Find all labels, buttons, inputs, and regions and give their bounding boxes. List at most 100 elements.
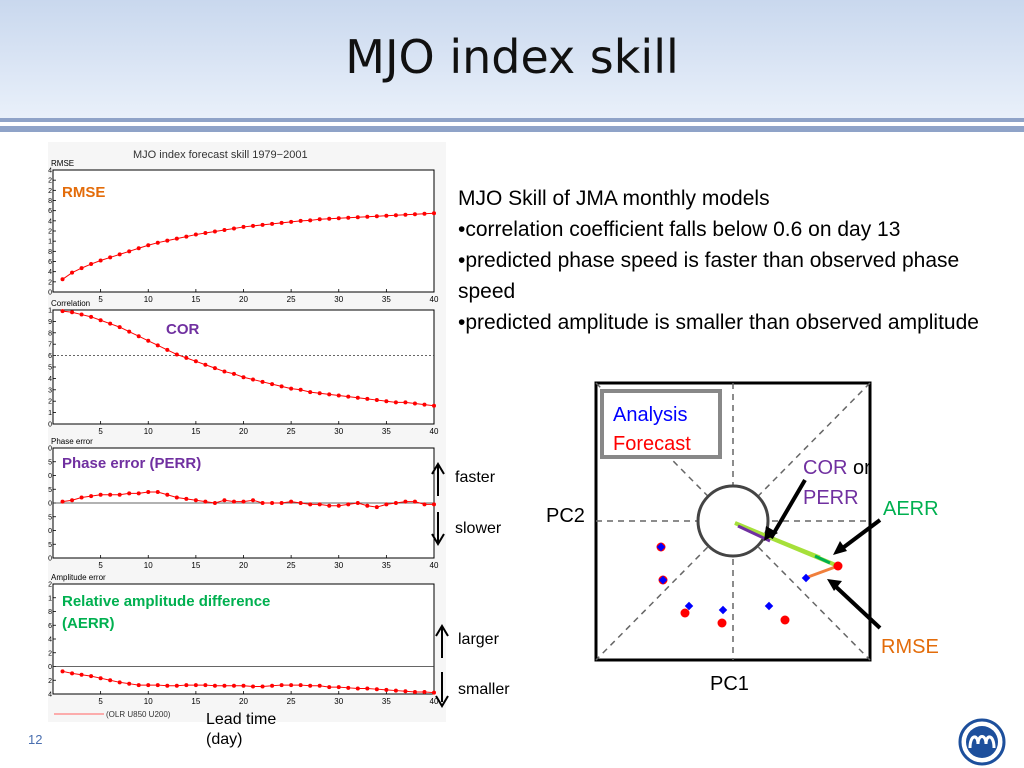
data-point bbox=[365, 686, 370, 691]
data-point bbox=[127, 681, 132, 686]
rmse-label: RMSE bbox=[881, 636, 939, 658]
data-point bbox=[184, 234, 189, 239]
data-point bbox=[298, 218, 303, 223]
data-point bbox=[79, 266, 84, 271]
data-point bbox=[165, 238, 170, 243]
analysis-point bbox=[684, 601, 694, 611]
y-tick-label: 0 bbox=[48, 290, 52, 297]
data-point bbox=[127, 329, 132, 334]
data-point bbox=[336, 393, 341, 398]
x-tick-label: 15 bbox=[191, 561, 200, 570]
x-tick-label: 30 bbox=[334, 295, 343, 304]
plot-frame bbox=[52, 583, 435, 695]
larger-arrow bbox=[441, 628, 443, 658]
analysis-point bbox=[658, 575, 668, 585]
data-point bbox=[393, 688, 398, 693]
data-point bbox=[289, 219, 294, 224]
data-point bbox=[355, 686, 360, 691]
data-point bbox=[174, 352, 179, 357]
data-point bbox=[212, 229, 217, 234]
series-line bbox=[62, 491, 434, 508]
panel-3: Phase error−20−15−10−5051015205101520253… bbox=[40, 437, 439, 570]
data-point bbox=[60, 309, 65, 314]
x-tick-label: 20 bbox=[239, 561, 248, 570]
y-tick-label: 10 bbox=[48, 473, 52, 480]
x-tick-label: 10 bbox=[144, 295, 153, 304]
or-text: or bbox=[847, 457, 871, 479]
perr-label: PERR bbox=[803, 487, 859, 509]
plot-frame bbox=[52, 169, 435, 293]
data-point bbox=[422, 502, 427, 507]
x-tick-label: 15 bbox=[191, 295, 200, 304]
data-point bbox=[412, 401, 417, 406]
data-point bbox=[174, 683, 179, 688]
data-point bbox=[393, 213, 398, 218]
data-point bbox=[212, 501, 217, 505]
data-point bbox=[260, 222, 265, 227]
analysis-point bbox=[764, 601, 774, 611]
unit-circle bbox=[696, 484, 770, 558]
data-point bbox=[403, 499, 408, 504]
forecast-point bbox=[680, 608, 690, 618]
data-point bbox=[60, 669, 65, 674]
data-point bbox=[89, 494, 94, 499]
data-point bbox=[60, 499, 65, 504]
cor-arrowhead bbox=[764, 526, 778, 541]
data-point bbox=[203, 231, 208, 236]
aerr-segment bbox=[814, 554, 831, 565]
y-tick-label: 1.6 bbox=[48, 208, 52, 215]
data-point bbox=[327, 685, 332, 690]
data-point bbox=[327, 216, 332, 221]
slide-title: MJO index skill bbox=[345, 30, 679, 84]
data-point bbox=[117, 325, 122, 330]
cor-text: COR bbox=[803, 457, 847, 479]
forecast-point bbox=[717, 618, 727, 628]
analysis-point bbox=[801, 573, 811, 583]
data-point bbox=[412, 212, 417, 217]
data-point bbox=[165, 492, 170, 497]
data-point bbox=[117, 492, 122, 497]
description-heading: MJO Skill of JMA monthly models bbox=[458, 187, 770, 210]
legend-forecast: Forecast bbox=[613, 433, 691, 455]
y-tick-label: 0 bbox=[48, 501, 52, 508]
rmse-segment bbox=[807, 564, 839, 579]
series-line bbox=[62, 310, 435, 407]
y-tick-label: 0.4 bbox=[48, 637, 52, 644]
data-point bbox=[127, 491, 132, 496]
data-point bbox=[174, 236, 179, 241]
forecast-point bbox=[780, 615, 790, 625]
data-point bbox=[355, 215, 360, 220]
data-point bbox=[289, 386, 294, 391]
x-tick-label: 20 bbox=[239, 295, 248, 304]
data-point bbox=[127, 249, 132, 254]
y-tick-label: 0.6 bbox=[48, 623, 52, 630]
panel-label: Amplitude error bbox=[51, 573, 106, 582]
data-point bbox=[70, 671, 75, 676]
data-point bbox=[336, 503, 341, 508]
bullet-2: •predicted phase speed is faster than ob… bbox=[458, 249, 960, 303]
slower-arrow bbox=[437, 512, 439, 542]
data-point bbox=[279, 220, 284, 225]
data-point bbox=[374, 687, 379, 692]
panel-1: RMSE 0 0.2 0.4 0.6 0.8 1 1.2 1.4 1.6 1.8 2 2.2 2.4 5 10… bbox=[42, 159, 439, 304]
data-point bbox=[298, 683, 303, 688]
data-point bbox=[108, 492, 113, 497]
data-point bbox=[70, 310, 75, 315]
divider-thin bbox=[0, 118, 1024, 122]
data-point bbox=[279, 384, 284, 389]
panel-label: Correlation bbox=[51, 299, 90, 308]
data-point bbox=[384, 687, 389, 692]
data-point bbox=[241, 499, 246, 504]
data-point bbox=[384, 399, 389, 404]
x-tick-label: 25 bbox=[287, 295, 296, 304]
data-point bbox=[317, 502, 322, 507]
y-tick-label: 1.2 bbox=[48, 229, 52, 236]
aerr-label: AERR bbox=[883, 498, 939, 520]
data-point bbox=[222, 498, 227, 503]
x-tick-label: 15 bbox=[191, 697, 200, 706]
data-point bbox=[89, 314, 94, 319]
panel-annotation: Phase error (PERR) bbox=[62, 455, 201, 472]
data-point bbox=[308, 390, 313, 395]
data-point bbox=[432, 211, 436, 216]
data-point bbox=[222, 683, 227, 688]
